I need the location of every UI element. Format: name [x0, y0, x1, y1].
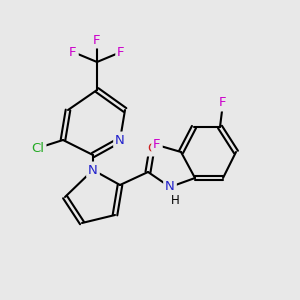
- Text: F: F: [219, 97, 227, 110]
- Text: N: N: [115, 134, 125, 146]
- Text: N: N: [165, 181, 175, 194]
- Text: F: F: [153, 139, 161, 152]
- Text: F: F: [69, 46, 77, 59]
- Text: F: F: [117, 46, 125, 59]
- Text: H: H: [171, 194, 179, 206]
- Text: N: N: [88, 164, 98, 176]
- Text: O: O: [147, 142, 157, 154]
- Text: F: F: [93, 34, 101, 46]
- Text: Cl: Cl: [32, 142, 44, 154]
